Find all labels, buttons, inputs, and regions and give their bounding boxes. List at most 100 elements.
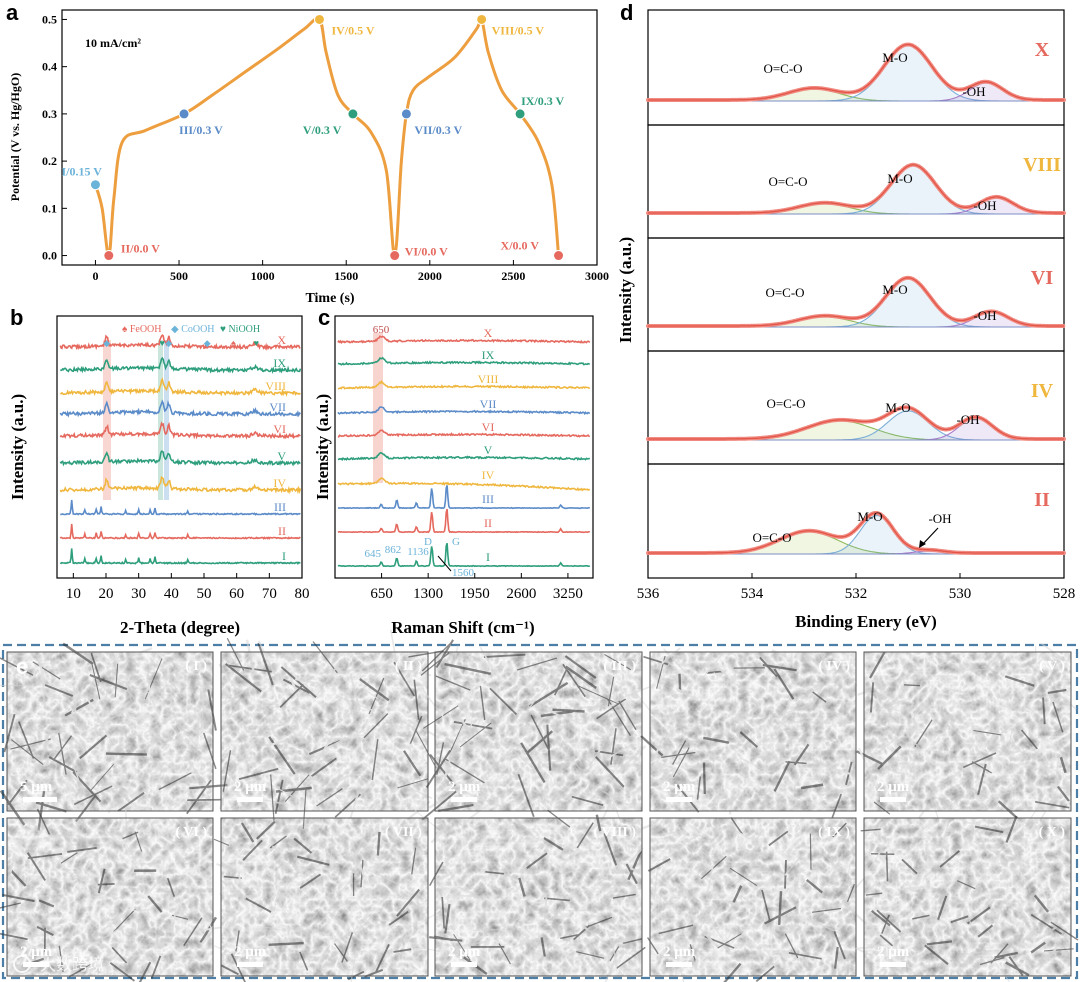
sem-image-strokes xyxy=(429,809,653,982)
sem-flake xyxy=(70,775,105,795)
sem-flake xyxy=(879,934,894,947)
sem-flake xyxy=(146,937,164,949)
sem-flake xyxy=(158,772,192,791)
sem-flake xyxy=(19,728,66,733)
sem-flake xyxy=(238,767,279,780)
sem-flake xyxy=(264,926,283,931)
sem-flake xyxy=(702,762,706,795)
panel-b-xtick-label: 80 xyxy=(295,586,310,602)
panel-b-trace xyxy=(59,399,301,418)
sem-flake xyxy=(962,752,997,769)
sem-flake xyxy=(413,679,420,720)
sem-flake xyxy=(511,795,549,803)
sem-flake xyxy=(558,868,581,876)
panel-a-ylabel: Potential (V vs. Hg/HgO) xyxy=(8,73,22,201)
panel-a-series xyxy=(93,16,561,258)
sem-flake xyxy=(863,904,876,935)
panel-b-xlabel: 2-Theta (degree) xyxy=(120,618,240,637)
panel-d-envelope xyxy=(648,406,1064,440)
sem-flake xyxy=(657,854,674,862)
panel-c-trace-label: X xyxy=(484,326,493,340)
sem-image-border xyxy=(434,817,643,977)
sem-flake xyxy=(974,824,990,858)
sem-flake xyxy=(117,791,145,812)
sem-flake xyxy=(546,709,584,726)
watermark-text: 大数跨境 xyxy=(40,955,104,974)
sem-scale-label: 2 μm xyxy=(877,944,910,960)
sem-flake xyxy=(316,788,343,807)
sem-flake xyxy=(437,803,474,813)
sem-flake xyxy=(294,678,336,688)
panel-c-xtick-label: 650 xyxy=(370,586,393,602)
sem-flake xyxy=(518,877,526,897)
sem-image-label: ( V ) xyxy=(1039,659,1065,674)
sem-scale-bar xyxy=(666,797,692,802)
sem-flake xyxy=(312,641,339,675)
sem-flake xyxy=(781,703,790,721)
sem-flake xyxy=(846,861,852,881)
sem-flake xyxy=(1062,893,1065,912)
sem-flake xyxy=(947,687,966,694)
panel-c-xlabel: Raman Shift (cm⁻¹) xyxy=(391,618,534,637)
panel-c-peak-label: 645 xyxy=(365,548,382,560)
sem-flake xyxy=(216,862,233,871)
sem-flake xyxy=(590,784,629,806)
panel-a-marker xyxy=(553,250,565,262)
sem-flake xyxy=(543,893,548,923)
sem-scale-bar xyxy=(237,962,263,967)
panel-d-peak-label: M-O xyxy=(882,282,907,297)
sem-flake xyxy=(349,673,361,711)
sem-flake xyxy=(391,779,433,800)
sem-flake xyxy=(461,719,488,758)
sem-flake xyxy=(520,742,546,783)
panel-d-subpanel-label: VI xyxy=(1031,267,1053,289)
sem-flake xyxy=(560,765,593,793)
panel-b-trace-label: II xyxy=(278,524,286,538)
sem-flake xyxy=(351,842,365,877)
sem-flake xyxy=(62,642,94,665)
sem-flake xyxy=(812,691,827,703)
sem-flake xyxy=(169,908,177,944)
sem-scale-label: 2 μm xyxy=(663,944,696,960)
sem-flake xyxy=(161,667,179,693)
sem-flake xyxy=(113,908,136,933)
sem-flake xyxy=(131,776,167,780)
sem-flake xyxy=(603,832,618,866)
sem-flake xyxy=(530,714,550,750)
sem-flake xyxy=(979,956,1005,966)
sem-flake xyxy=(64,698,94,717)
sem-flake xyxy=(200,685,206,729)
sem-flake xyxy=(257,642,274,686)
sem-flake xyxy=(582,925,611,949)
sem-flake xyxy=(26,852,46,881)
panel-a-ticks: 0 500 1000 1500 2000 2500 3000 0.0 0.1 0.2 0.3 0.4 0… xyxy=(42,12,609,283)
sem-flake xyxy=(1035,800,1070,809)
sem-flake xyxy=(615,946,646,970)
panel-b-ylabel: Intensity (a.u.) xyxy=(8,394,27,500)
sem-flake xyxy=(444,904,451,934)
sem-scale-label: 2 μm xyxy=(448,944,481,960)
panel-c-trace-label: IV xyxy=(482,468,495,482)
panel-a-xtick-label: 2500 xyxy=(501,269,525,283)
sem-flake xyxy=(973,840,1001,856)
sem-flake xyxy=(267,737,296,747)
sem-flake xyxy=(302,710,321,735)
sem-flake xyxy=(973,759,988,779)
sem-flake xyxy=(924,944,949,965)
sem-flake xyxy=(221,700,242,728)
sem-flake xyxy=(544,897,570,902)
sem-flake xyxy=(489,687,517,716)
sem-flake xyxy=(473,928,499,932)
sem-flake xyxy=(623,938,643,945)
sem-image-border xyxy=(649,817,857,977)
sem-scale-bar xyxy=(880,797,906,802)
sem-flake xyxy=(703,736,730,744)
panel-d-peak-label: O=C-O xyxy=(766,396,805,411)
sem-flake xyxy=(121,836,140,867)
panel-b-trace-label: VII xyxy=(269,400,286,414)
sem-flake xyxy=(604,744,631,761)
sem-flake xyxy=(653,760,679,771)
sem-flake xyxy=(226,637,245,671)
sem-flake xyxy=(800,783,824,790)
